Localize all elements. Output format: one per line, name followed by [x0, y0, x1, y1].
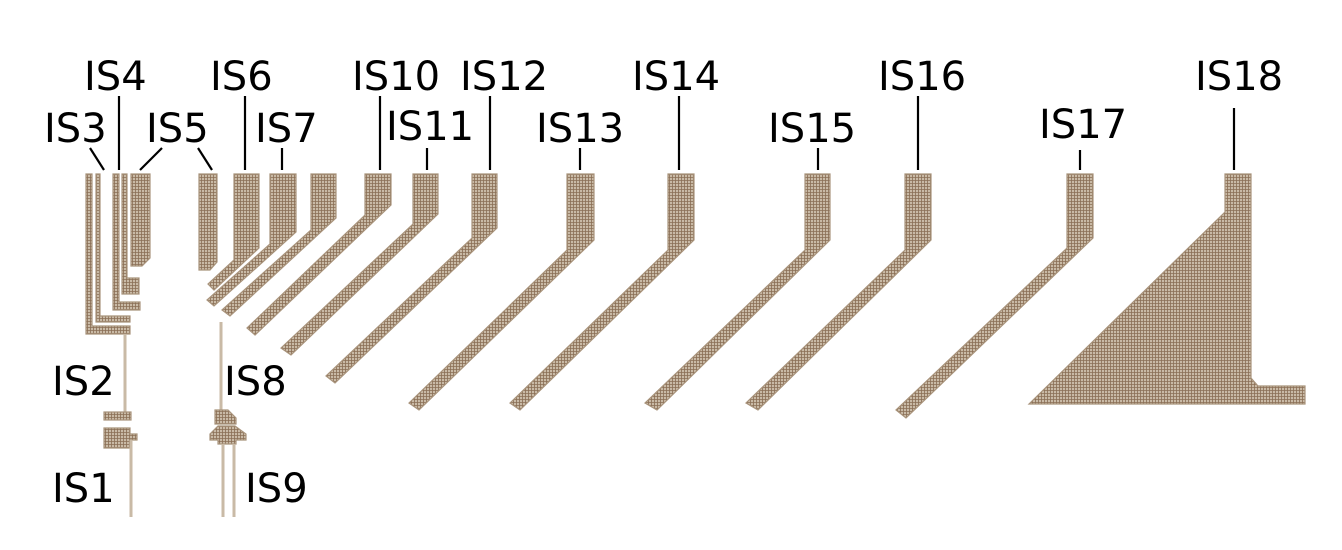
strip-is3-outer: [85, 173, 131, 335]
block-is10: [246, 173, 392, 336]
block-is7-b: [221, 173, 337, 317]
label-is1: IS1: [52, 466, 115, 512]
block-is7: [206, 173, 297, 307]
pad-is1: [103, 427, 138, 449]
label-is4: IS4: [84, 54, 147, 100]
pad-is2: [103, 411, 132, 421]
label-is15: IS15: [768, 106, 856, 152]
label-is3: IS3: [44, 106, 107, 152]
block-is18: [1027, 173, 1306, 405]
strip-is4: [112, 173, 141, 311]
block-is6: [207, 173, 260, 291]
label-is2: IS2: [52, 359, 115, 405]
label-is9: IS9: [245, 466, 308, 512]
label-is17: IS17: [1039, 102, 1127, 148]
strip-is5: [130, 173, 151, 267]
strip-is3-inner: [95, 173, 131, 323]
label-is16: IS16: [878, 54, 966, 100]
label-is7: IS7: [255, 106, 318, 152]
pad-is8: [214, 409, 237, 425]
mesh-shapes: [85, 173, 1306, 517]
pad-is9: [209, 425, 247, 445]
block-is17: [895, 173, 1094, 419]
label-is8: IS8: [224, 359, 287, 405]
leader-is5b: [197, 147, 213, 171]
block-is12: [325, 173, 498, 384]
leader-is3: [89, 147, 105, 171]
label-is5: IS5: [146, 106, 209, 152]
strip-is4-inner: [121, 173, 140, 295]
leader-is5: [139, 147, 163, 171]
block-is13: [408, 173, 595, 411]
block-is14: [509, 173, 695, 411]
block-is6-left: [198, 173, 218, 271]
label-is13: IS13: [536, 106, 624, 152]
label-is14: IS14: [632, 54, 720, 100]
label-is6: IS6: [210, 54, 273, 100]
block-is16: [745, 173, 932, 411]
label-is18: IS18: [1195, 54, 1283, 100]
block-is15: [644, 173, 831, 411]
label-is10: IS10: [352, 54, 440, 100]
label-is11: IS11: [386, 104, 474, 150]
block-is11: [280, 173, 439, 356]
label-is12: IS12: [460, 54, 548, 100]
leader-lines: [89, 96, 1236, 171]
labels: IS1 IS2 IS3 IS4 IS5 IS6 IS7 IS8 IS9 IS10…: [44, 54, 1283, 512]
